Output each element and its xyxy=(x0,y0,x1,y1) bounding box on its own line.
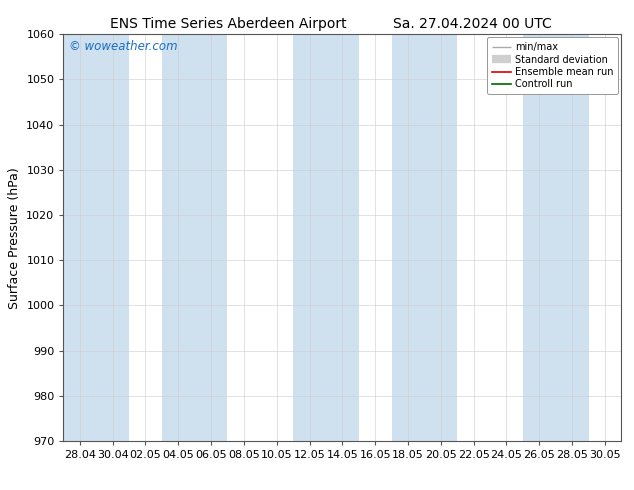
Bar xyxy=(523,34,588,441)
Bar xyxy=(392,34,457,441)
Text: © woweather.com: © woweather.com xyxy=(69,40,178,53)
Text: ENS Time Series Aberdeen Airport: ENS Time Series Aberdeen Airport xyxy=(110,17,347,31)
Bar xyxy=(162,34,228,441)
Y-axis label: Surface Pressure (hPa): Surface Pressure (hPa) xyxy=(8,167,21,309)
Bar xyxy=(63,34,129,441)
Bar xyxy=(293,34,359,441)
Text: Sa. 27.04.2024 00 UTC: Sa. 27.04.2024 00 UTC xyxy=(393,17,552,31)
Legend: min/max, Standard deviation, Ensemble mean run, Controll run: min/max, Standard deviation, Ensemble me… xyxy=(487,37,618,94)
